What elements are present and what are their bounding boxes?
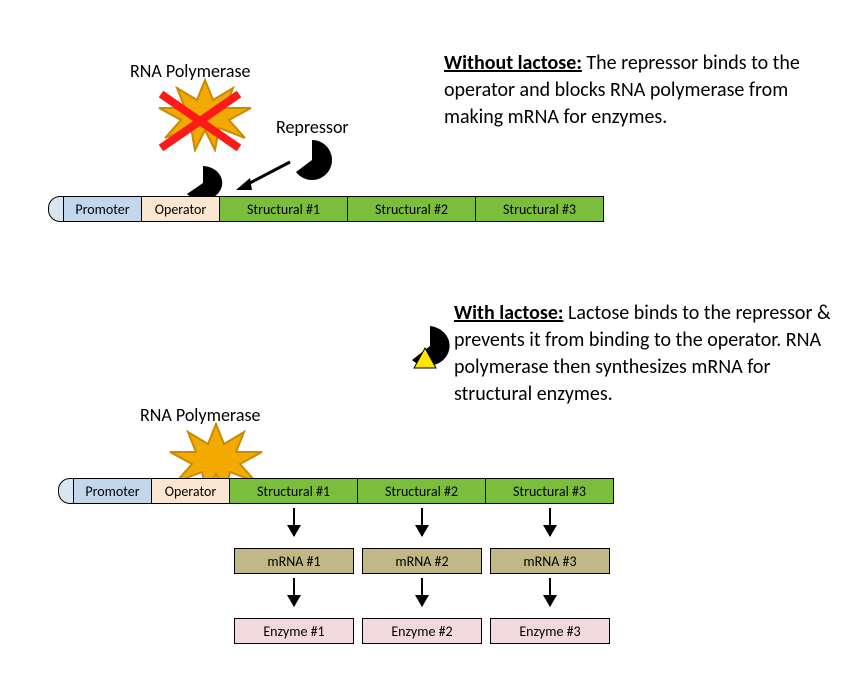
mrna-3-box: mRNA #3 — [490, 548, 610, 574]
structural-1-segment-bottom: Structural #1 — [230, 478, 358, 504]
structural-3-segment: Structural #3 — [476, 196, 604, 222]
arrow-s1-to-mrna-icon — [293, 508, 295, 536]
arrow-s2-to-mrna-icon — [421, 508, 423, 536]
lactose-triangle-icon — [412, 346, 438, 370]
dna-strip-top: Promoter Operator Structural #1 Structur… — [48, 196, 604, 222]
enzyme-3-box: Enzyme #3 — [490, 618, 610, 644]
promoter-segment: Promoter — [64, 196, 142, 222]
structural-2-segment: Structural #2 — [348, 196, 476, 222]
arrow-mrna2-to-enzyme-icon — [421, 578, 423, 606]
structural-3-segment-bottom: Structural #3 — [486, 478, 614, 504]
blocked-cross-icon — [155, 88, 245, 154]
arrow-mrna1-to-enzyme-icon — [293, 578, 295, 606]
dna-cap-bottom-icon — [58, 478, 74, 504]
enzyme-2-box: Enzyme #2 — [362, 618, 482, 644]
mrna-1-box: mRNA #1 — [234, 548, 354, 574]
arrow-s3-to-mrna-icon — [549, 508, 551, 536]
operator-segment: Operator — [142, 196, 220, 222]
with-lactose-heading: With lactose: — [454, 301, 563, 325]
structural-1-segment: Structural #1 — [220, 196, 348, 222]
arrow-mrna3-to-enzyme-icon — [549, 578, 551, 606]
operator-segment-bottom: Operator — [152, 478, 230, 504]
repressor-binding-arrow-icon — [228, 156, 298, 196]
diagram-without-lactose: RNA Polymerase Repressor Promoter Operat… — [0, 0, 860, 260]
dna-strip-bottom: Promoter Operator Structural #1 Structur… — [58, 478, 614, 504]
dna-cap-icon — [48, 196, 64, 222]
repressor-label: Repressor — [276, 116, 349, 138]
with-lactose-explanation: With lactose: Lactose binds to the repre… — [454, 300, 834, 408]
structural-2-segment-bottom: Structural #2 — [358, 478, 486, 504]
promoter-segment-bottom: Promoter — [74, 478, 152, 504]
without-lactose-heading: Without lactose: — [444, 51, 582, 75]
without-lactose-explanation: Without lactose: The repressor binds to … — [444, 50, 824, 131]
enzyme-1-box: Enzyme #1 — [234, 618, 354, 644]
diagram-with-lactose: With lactose: Lactose binds to the repre… — [0, 280, 860, 678]
mrna-2-box: mRNA #2 — [362, 548, 482, 574]
repressor-bound-icon — [183, 166, 223, 200]
